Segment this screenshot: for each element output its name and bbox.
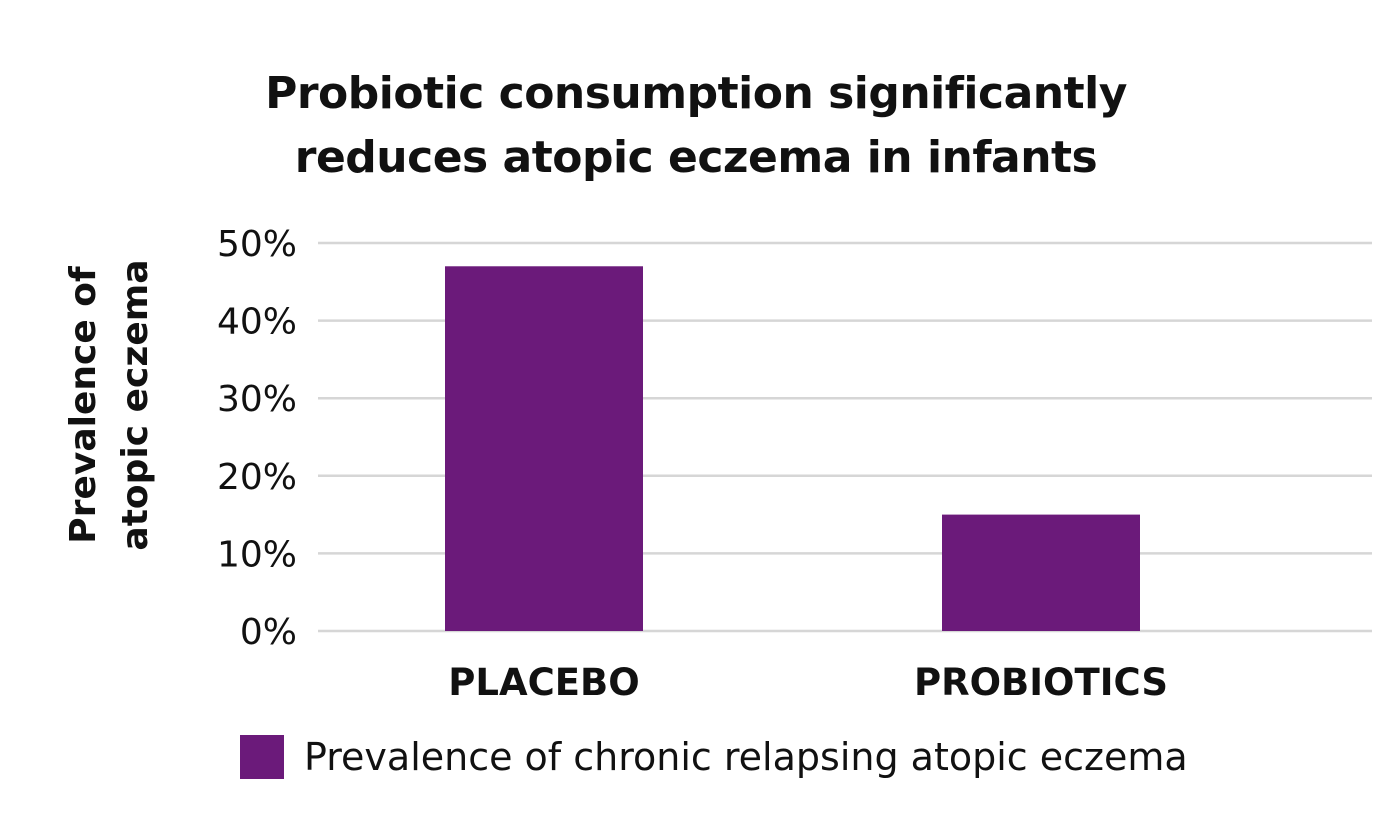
chart-title: Probiotic consumption significantly redu… xyxy=(0,62,1392,190)
y-tick-label: 30% xyxy=(217,379,297,420)
x-category-label: PROBIOTICS xyxy=(914,661,1168,704)
bar-probiotics xyxy=(942,514,1140,631)
legend-label: Prevalence of chronic relapsing atopic e… xyxy=(304,735,1188,779)
y-tick-label: 40% xyxy=(217,302,297,343)
chart-title-line-1: Probiotic consumption significantly xyxy=(265,68,1127,119)
y-tick-label: 0% xyxy=(240,612,297,653)
bar-placebo xyxy=(445,266,643,631)
legend-swatch xyxy=(240,735,284,779)
y-axis-label-line-2: atopic eczema xyxy=(115,259,156,550)
y-tick-label: 10% xyxy=(217,534,297,575)
y-axis-tick-labels: 0% 10% 20% 30% 40% 50% xyxy=(217,224,297,653)
x-category-label: PLACEBO xyxy=(448,661,639,704)
y-tick-label: 50% xyxy=(217,224,297,265)
bars xyxy=(445,266,1140,631)
y-axis-label: Prevalence of atopic eczema xyxy=(63,259,156,550)
chart-title-line-2: reduces atopic eczema in infants xyxy=(294,132,1098,183)
legend: Prevalence of chronic relapsing atopic e… xyxy=(240,734,1188,780)
x-axis-category-labels: PLACEBO PROBIOTICS xyxy=(448,661,1168,704)
y-axis-label-line-1: Prevalence of xyxy=(63,266,104,544)
y-tick-label: 20% xyxy=(217,457,297,498)
